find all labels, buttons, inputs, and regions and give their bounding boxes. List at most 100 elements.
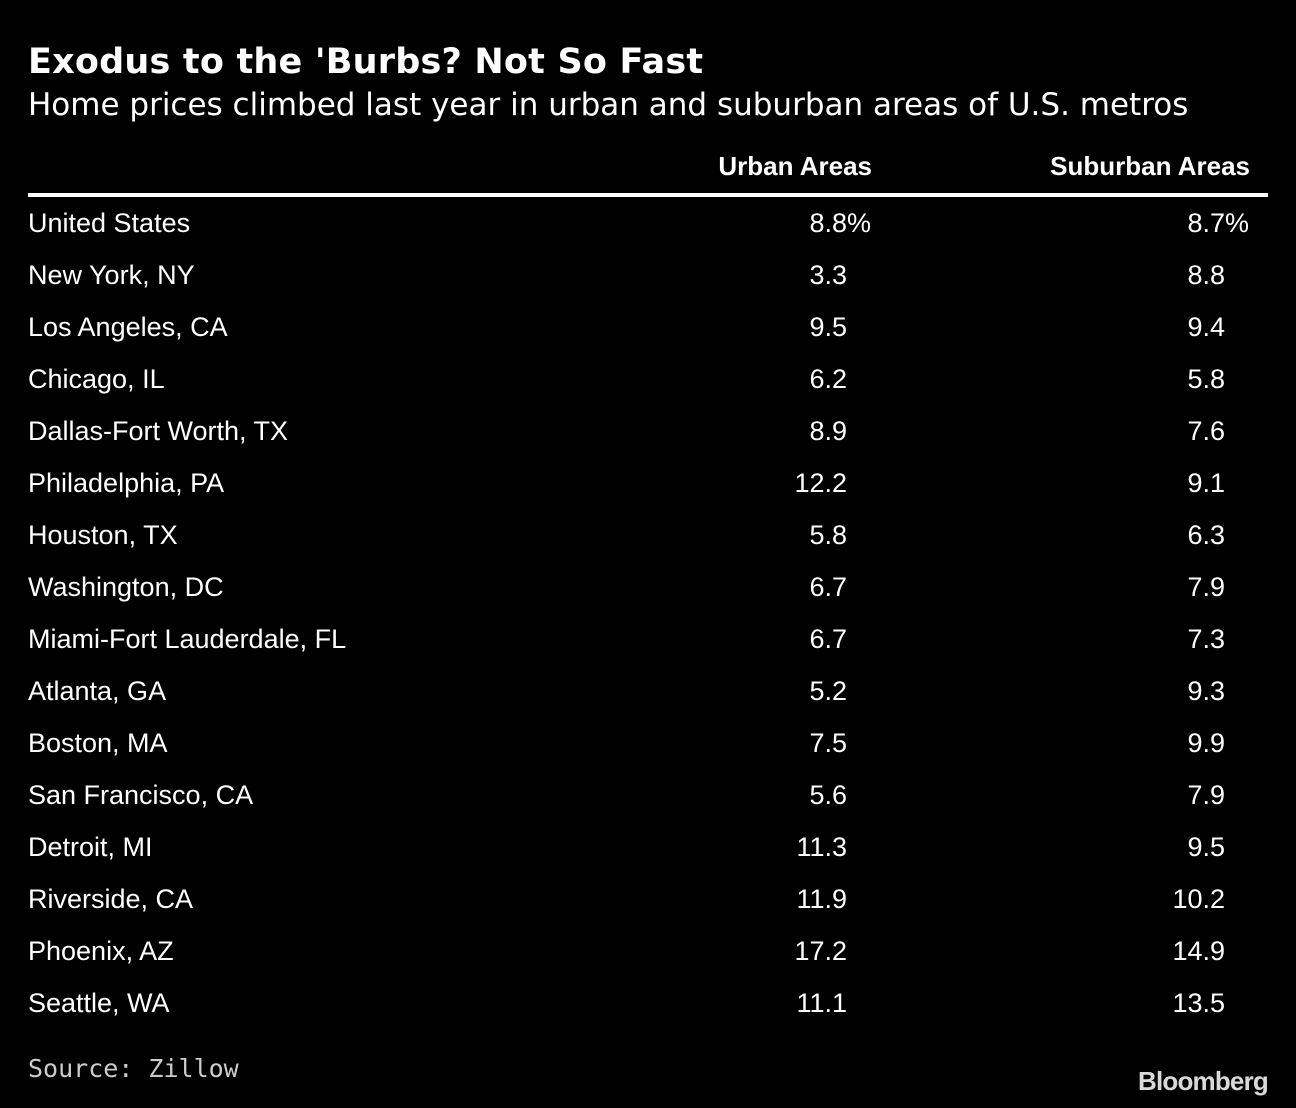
metro-label: Detroit, MI [28,832,153,862]
urban-value-number: 5.8 [809,520,847,550]
urban-value: 11.1 [796,986,847,1020]
urban-value: 8.8% [809,206,871,240]
table-row: New York, NY 3.3 8.8 [0,252,1296,304]
header-divider [28,193,1268,197]
suburban-value-number: 8.7 [1187,208,1225,238]
urban-value: 7.5 [809,726,847,760]
bloomberg-logo: Bloomberg [1137,1066,1269,1096]
metro-label: Seattle, WA [28,988,170,1018]
metro-label: Boston, MA [28,728,168,758]
suburban-value-number: 9.9 [1187,728,1225,758]
column-header-urban: Urban Areas [718,151,872,181]
urban-value: 5.2 [809,674,847,708]
suburban-value: 7.6 [1187,414,1225,448]
suburban-value-number: 9.3 [1187,676,1225,706]
percent-unit: % [847,208,872,238]
suburban-value-number: 7.3 [1187,624,1225,654]
suburban-value: 6.3 [1187,518,1225,552]
table-row: Philadelphia, PA 12.2 9.1 [0,460,1296,512]
chart-title: Exodus to the 'Burbs? Not So Fast [28,42,704,82]
suburban-value: 13.5 [1172,986,1225,1020]
urban-value-number: 3.3 [809,260,847,290]
table-row: Washington, DC 6.7 7.9 [0,564,1296,616]
metro-label: Atlanta, GA [28,676,167,706]
suburban-value-number: 9.5 [1187,832,1225,862]
urban-value-number: 5.2 [809,676,847,706]
table-row: Chicago, IL 6.2 5.8 [0,356,1296,408]
suburban-value-number: 10.2 [1172,884,1225,914]
suburban-value: 9.4 [1187,310,1225,344]
table-row: Houston, TX 5.8 6.3 [0,512,1296,564]
urban-value-number: 5.6 [809,780,847,810]
table-row: Los Angeles, CA 9.5 9.4 [0,304,1296,356]
table-row: Atlanta, GA 5.2 9.3 [0,668,1296,720]
suburban-value: 9.9 [1187,726,1225,760]
urban-value: 6.7 [809,622,847,656]
urban-value-number: 11.1 [796,988,847,1018]
urban-value-number: 6.7 [809,572,847,602]
urban-value: 17.2 [794,934,847,968]
urban-value: 6.7 [809,570,847,604]
table-row: Dallas-Fort Worth, TX 8.9 7.6 [0,408,1296,460]
urban-value: 9.5 [809,310,847,344]
suburban-value-number: 7.6 [1187,416,1225,446]
urban-value: 12.2 [794,466,847,500]
metro-label: Los Angeles, CA [28,312,228,342]
table-row: Boston, MA 7.5 9.9 [0,720,1296,772]
metro-label: Riverside, CA [28,884,194,914]
suburban-value-number: 7.9 [1187,572,1225,602]
suburban-value-number: 5.8 [1187,364,1225,394]
metro-label: New York, NY [28,260,195,290]
suburban-value: 7.9 [1187,570,1225,604]
table-row: United States 8.8% 8.7% [0,200,1296,252]
urban-value: 8.9 [809,414,847,448]
urban-value-number: 6.7 [809,624,847,654]
source-note: Source: Zillow [28,1054,239,1083]
metro-label: United States [28,208,191,238]
metro-label: Phoenix, AZ [28,936,174,966]
suburban-value-number: 13.5 [1172,988,1225,1018]
metro-label: Dallas-Fort Worth, TX [28,416,289,446]
suburban-value: 9.3 [1187,674,1225,708]
suburban-value: 9.5 [1187,830,1225,864]
table-row: San Francisco, CA 5.6 7.9 [0,772,1296,824]
metro-label: Philadelphia, PA [28,468,225,498]
urban-value: 5.6 [809,778,847,812]
suburban-value-number: 14.9 [1172,936,1225,966]
suburban-value: 8.7% [1187,206,1249,240]
suburban-value-number: 7.9 [1187,780,1225,810]
table-row: Phoenix, AZ 17.2 14.9 [0,928,1296,980]
urban-value: 11.3 [796,830,847,864]
urban-value-number: 17.2 [794,936,847,966]
column-header-suburban: Suburban Areas [1050,151,1250,181]
suburban-value: 7.9 [1187,778,1225,812]
suburban-value: 7.3 [1187,622,1225,656]
urban-value: 11.9 [796,882,847,916]
urban-value-number: 6.2 [809,364,847,394]
suburban-value-number: 6.3 [1187,520,1225,550]
metro-label: Miami-Fort Lauderdale, FL [28,624,347,654]
suburban-value-number: 9.1 [1187,468,1225,498]
metro-label: Houston, TX [28,520,178,550]
urban-value: 5.8 [809,518,847,552]
urban-value-number: 11.9 [796,884,847,914]
chart-subtitle: Home prices climbed last year in urban a… [28,87,1189,123]
urban-value-number: 8.9 [809,416,847,446]
suburban-value: 8.8 [1187,258,1225,292]
suburban-value: 5.8 [1187,362,1225,396]
urban-value: 3.3 [809,258,847,292]
table-row: Detroit, MI 11.3 9.5 [0,824,1296,876]
suburban-value-number: 8.8 [1187,260,1225,290]
urban-value-number: 7.5 [809,728,847,758]
urban-value: 6.2 [809,362,847,396]
metro-label: San Francisco, CA [28,780,254,810]
table-row: Seattle, WA 11.1 13.5 [0,980,1296,1032]
percent-unit: % [1225,208,1250,238]
metro-label: Chicago, IL [28,364,165,394]
table-row: Miami-Fort Lauderdale, FL 6.7 7.3 [0,616,1296,668]
table-body: United States 8.8% 8.7% New York, NY 3.3 8.8 L… [0,200,1296,1032]
suburban-value-number: 9.4 [1187,312,1225,342]
suburban-value: 10.2 [1172,882,1225,916]
metro-label: Washington, DC [28,572,224,602]
suburban-value: 9.1 [1187,466,1225,500]
